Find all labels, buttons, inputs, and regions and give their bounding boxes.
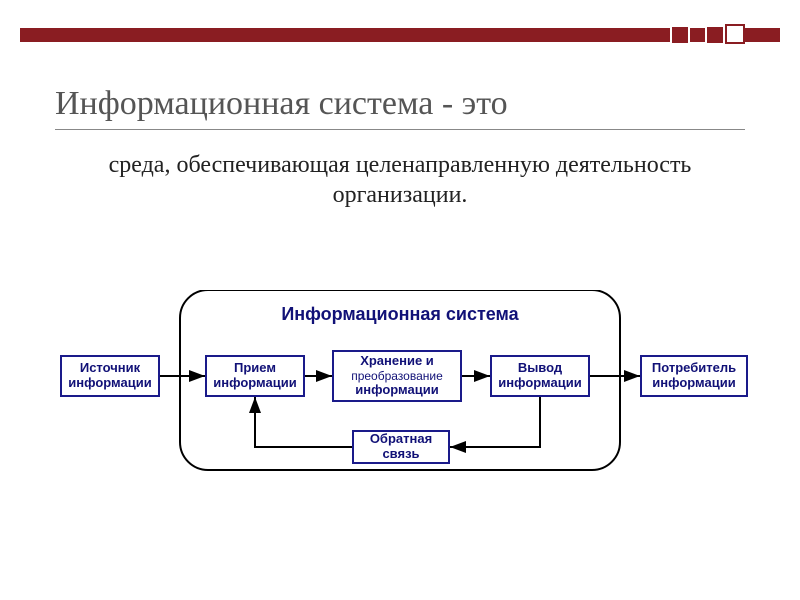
info-system-diagram: Информационная система Источник информац… [50, 290, 750, 540]
topbar-stripe [20, 28, 780, 42]
slide-root: Информационная система - это среда, обес… [0, 0, 800, 600]
diagram-svg [50, 290, 750, 540]
page-subtitle: среда, обеспечивающая целенаправленную д… [55, 150, 745, 210]
node-output-l2: информации [498, 375, 581, 390]
page-title: Информационная система - это [55, 85, 745, 130]
node-store-l2: преобразование [351, 369, 443, 383]
node-consumer-l2: информации [652, 375, 735, 390]
node-source-l2: информации [68, 375, 151, 390]
topbar [20, 20, 780, 48]
topbar-square-b [705, 25, 725, 45]
topbar-square-c [725, 24, 745, 44]
node-feedback: Обратная связь [352, 430, 450, 464]
node-feedback-l1: Обратная [370, 431, 432, 446]
node-source: Источник информации [60, 355, 160, 397]
topbar-square-a [670, 25, 690, 45]
system-container-label: Информационная система [250, 304, 550, 325]
node-output-l1: Вывод [518, 360, 562, 375]
node-feedback-l2: связь [382, 446, 419, 461]
node-output: Вывод информации [490, 355, 590, 397]
node-source-l1: Источник [80, 360, 140, 375]
node-consumer-l1: Потребитель [652, 360, 736, 375]
node-consumer: Потребитель информации [640, 355, 748, 397]
node-input-l2: информации [213, 375, 296, 390]
node-input-l1: Прием [234, 360, 276, 375]
node-store-l1: Хранение и [360, 353, 434, 368]
node-input: Прием информации [205, 355, 305, 397]
node-store-l3: информации [355, 382, 438, 397]
node-store: Хранение и преобразование информации [332, 350, 462, 402]
